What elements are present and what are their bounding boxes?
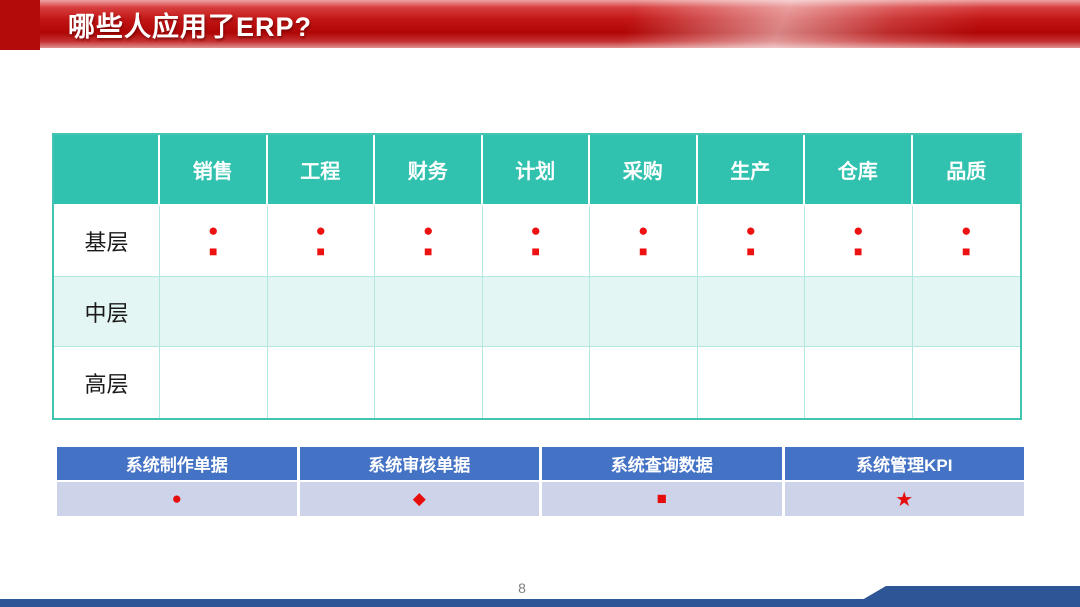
matrix-column-header: 生产 xyxy=(697,135,805,206)
matrix-cell xyxy=(805,277,913,347)
square-symbol: ■ xyxy=(854,243,863,260)
matrix-row-label: 中层 xyxy=(54,277,160,347)
matrix-cell xyxy=(482,347,590,418)
matrix-column-header: 仓库 xyxy=(805,135,913,206)
matrix-row-label: 基层 xyxy=(54,206,160,277)
matrix-column-header: 工程 xyxy=(267,135,375,206)
erp-user-matrix-table: 销售 工程 财务 计划 采购 生产 仓库 品质 基层 ● ■ ● ■ ● ■ ● ■ ● ■ ● ■ ● ■ ● ■ 中层 高层 xyxy=(52,133,1022,420)
legend-table: 系统制作单据 系统审核单据 系统查询数据 系统管理KPI ● ◆ ■ ★ xyxy=(57,447,1024,516)
circle-symbol: ● xyxy=(208,221,219,241)
title-accent-block xyxy=(0,0,40,50)
legend-header-cell: 系统审核单据 xyxy=(299,447,539,480)
matrix-cell xyxy=(912,347,1020,418)
matrix-cell xyxy=(697,347,805,418)
matrix-cell xyxy=(590,347,698,418)
square-symbol: ■ xyxy=(531,243,540,260)
matrix-row-label: 高层 xyxy=(54,347,160,418)
page-number: 8 xyxy=(518,580,526,596)
matrix-cell: ● ■ xyxy=(697,206,805,277)
square-symbol: ■ xyxy=(962,243,971,260)
matrix-cell xyxy=(160,277,268,347)
matrix-column-header: 计划 xyxy=(482,135,590,206)
circle-symbol: ● xyxy=(315,221,326,241)
matrix-cell xyxy=(912,277,1020,347)
square-symbol: ■ xyxy=(746,243,755,260)
circle-symbol: ● xyxy=(638,221,649,241)
matrix-cell: ● ■ xyxy=(482,206,590,277)
title-bar: 哪些人应用了ERP? xyxy=(0,0,1080,50)
legend-header-cell: 系统查询数据 xyxy=(542,447,782,480)
legend-symbol-cell: ◆ xyxy=(299,482,539,516)
matrix-cell xyxy=(482,277,590,347)
matrix-cell xyxy=(805,347,913,418)
matrix-cell xyxy=(267,347,375,418)
matrix-column-header: 销售 xyxy=(160,135,268,206)
matrix-row-label-text: 高层 xyxy=(84,371,129,397)
square-symbol: ■ xyxy=(209,243,218,260)
matrix-cell: ● ■ xyxy=(267,206,375,277)
legend-symbol-cell: ● xyxy=(57,482,297,516)
matrix-row-label-text: 基层 xyxy=(84,230,129,255)
square-symbol: ■ xyxy=(639,243,648,260)
circle-symbol: ● xyxy=(853,221,864,241)
matrix-cell: ● ■ xyxy=(805,206,913,277)
legend-header-cell: 系统管理KPI xyxy=(784,447,1024,480)
legend-symbol-cell: ■ xyxy=(542,482,782,516)
page-title: 哪些人应用了ERP? xyxy=(68,11,313,42)
square-symbol: ■ xyxy=(424,243,433,260)
square-symbol: ■ xyxy=(316,243,325,260)
matrix-cell xyxy=(375,347,483,418)
circle-symbol: ● xyxy=(745,221,756,241)
matrix-cell: ● ■ xyxy=(160,206,268,277)
legend-header-cell: 系统制作单据 xyxy=(57,447,297,480)
footer-wedge xyxy=(862,586,1080,600)
circle-symbol: ● xyxy=(530,221,541,241)
matrix-cell xyxy=(697,277,805,347)
matrix-cell xyxy=(590,277,698,347)
matrix-column-header: 品质 xyxy=(912,135,1020,206)
matrix-cell xyxy=(375,277,483,347)
matrix-cell: ● ■ xyxy=(912,206,1020,277)
matrix-column-header: 采购 xyxy=(590,135,698,206)
matrix-cell xyxy=(160,347,268,418)
circle-symbol: ● xyxy=(423,221,434,241)
matrix-cell xyxy=(267,277,375,347)
matrix-cell: ● ■ xyxy=(375,206,483,277)
matrix-row-label-text: 中层 xyxy=(84,300,129,326)
matrix-corner-cell xyxy=(54,135,160,206)
circle-symbol: ● xyxy=(961,221,972,241)
legend-symbol-cell: ★ xyxy=(784,482,1024,516)
footer-bar xyxy=(0,599,1080,607)
matrix-cell: ● ■ xyxy=(590,206,698,277)
matrix-column-header: 财务 xyxy=(375,135,483,206)
